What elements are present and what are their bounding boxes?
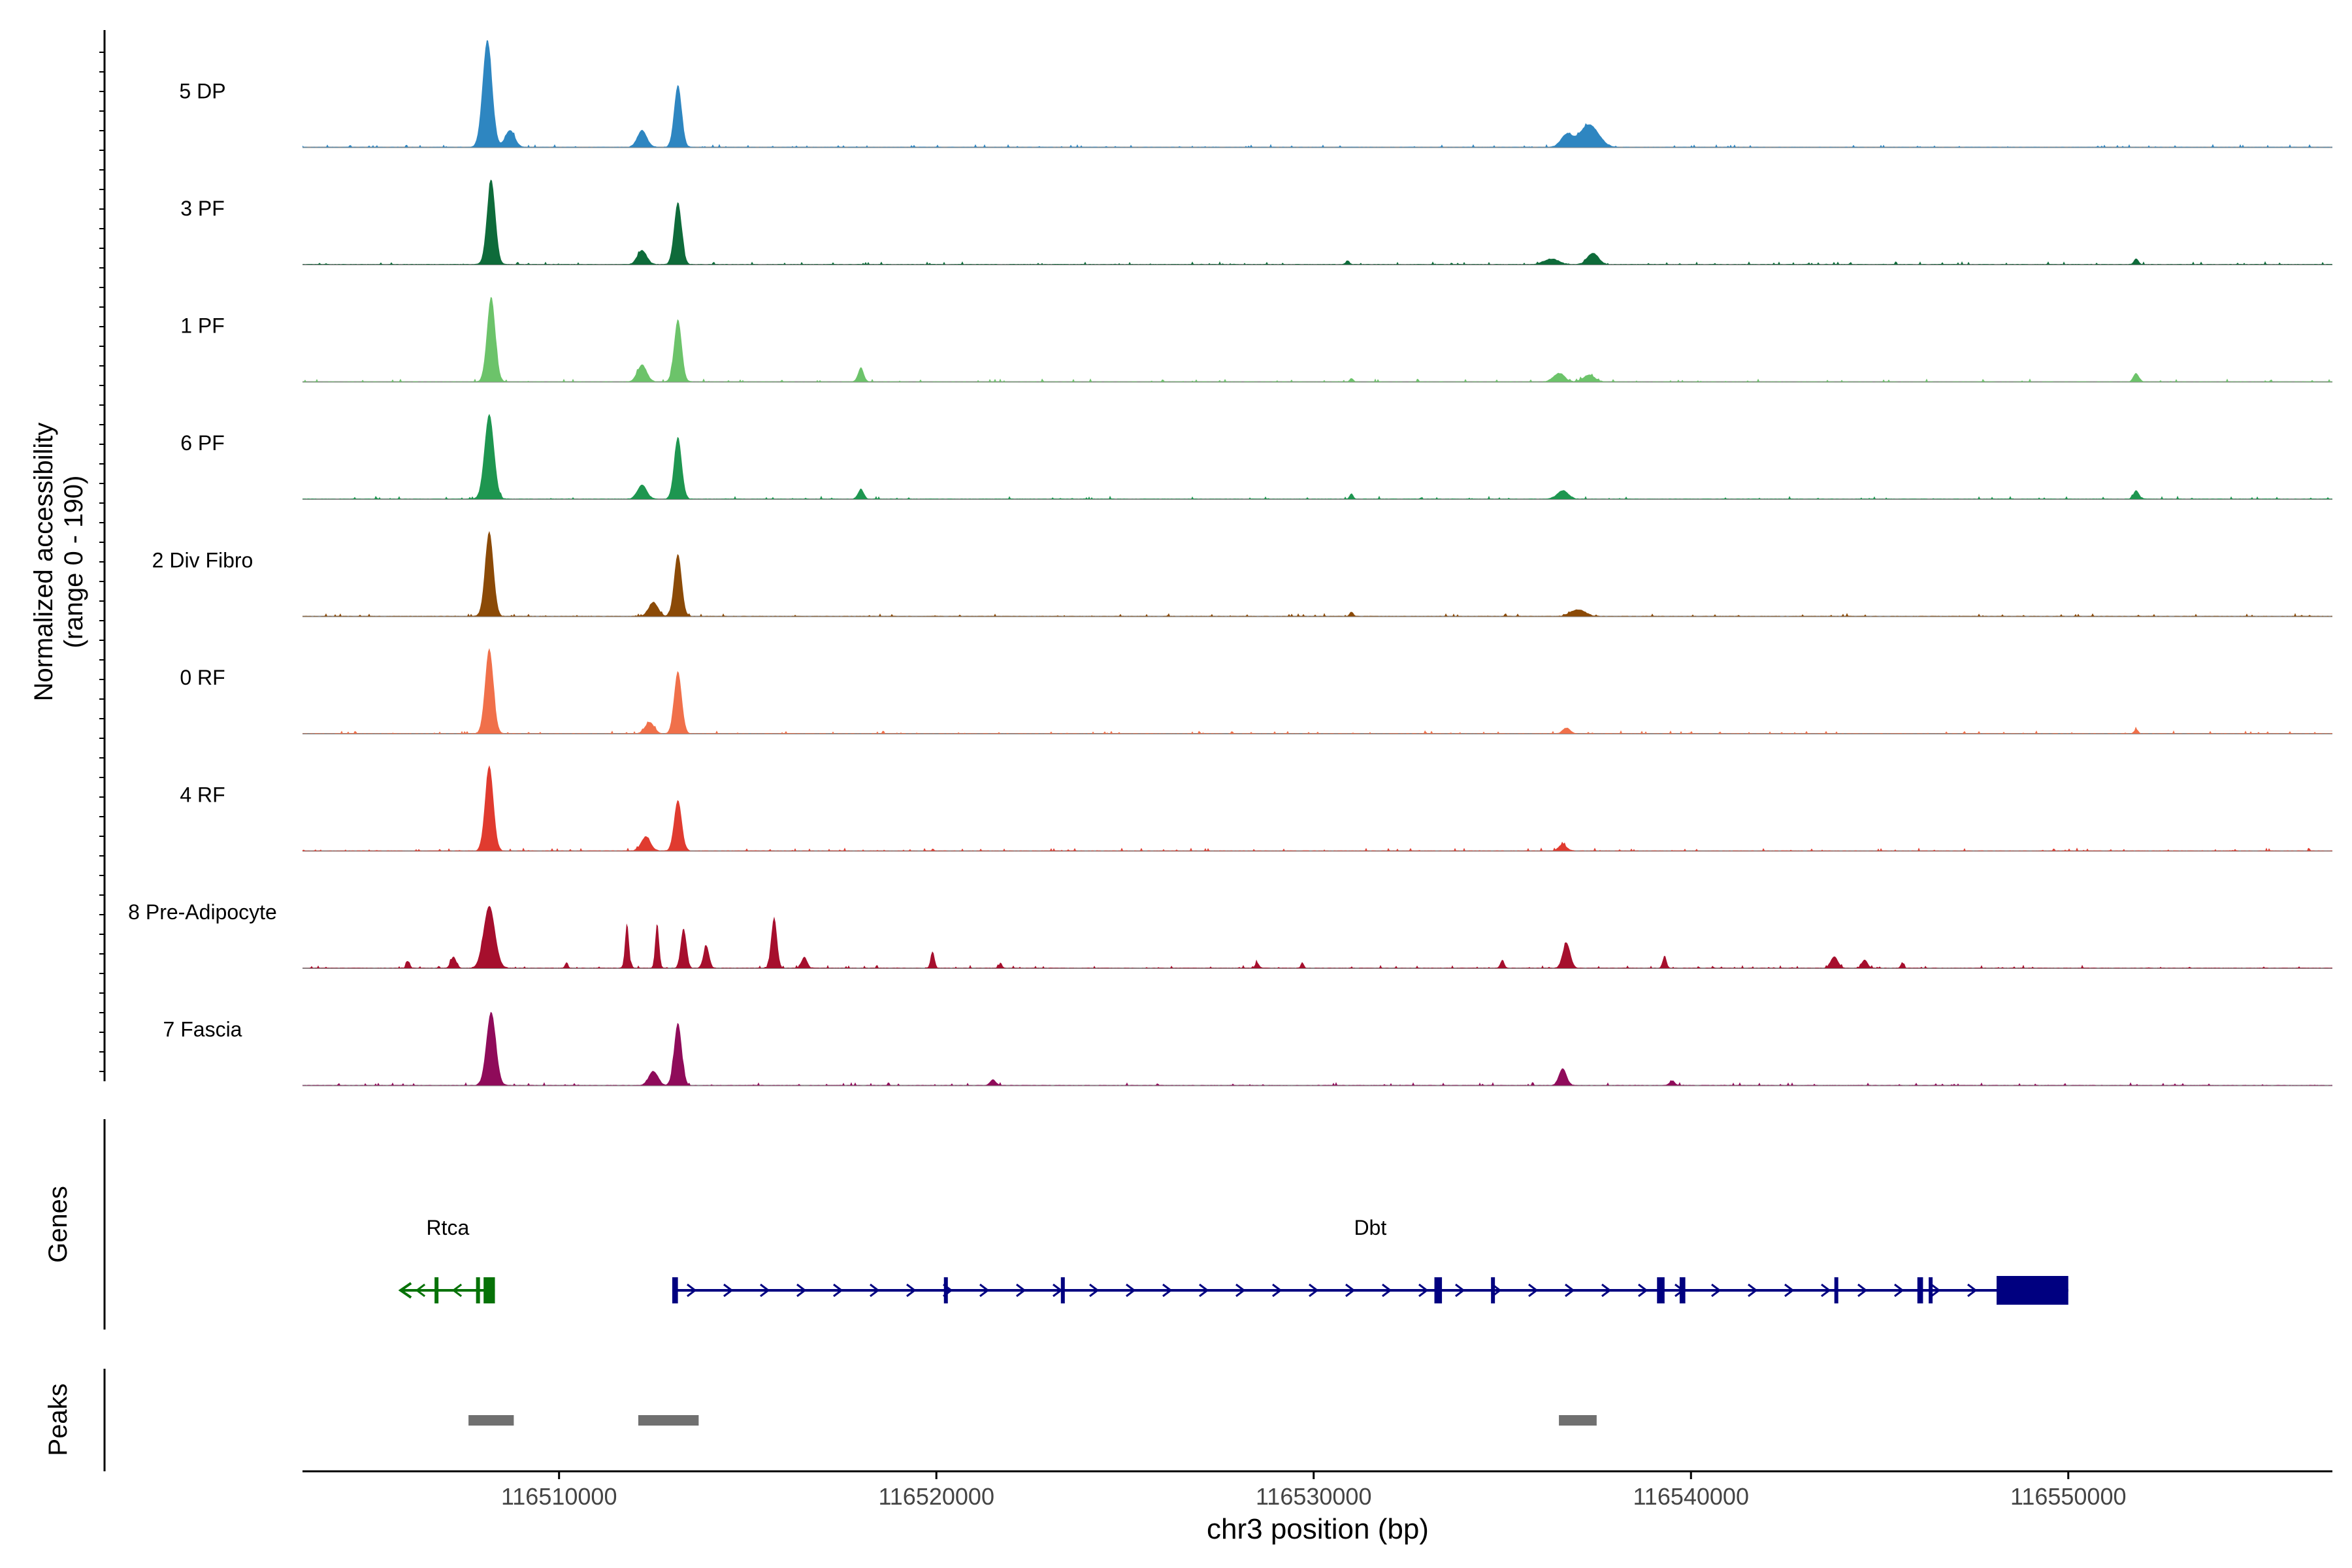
track-label: 6 PF: [180, 431, 225, 455]
strand-arrow: [1309, 1283, 1319, 1298]
peak-regions: [468, 1415, 1597, 1426]
strand-arrow: [1601, 1283, 1612, 1298]
y-axis-title-line2: (range 0 - 190): [59, 476, 88, 649]
strand-arrow: [1089, 1283, 1100, 1298]
gene-exon: [1834, 1277, 1838, 1303]
strand-arrow: [979, 1283, 990, 1298]
y-axis-title-line1: Normalized accessibility: [29, 423, 58, 702]
strand-arrow: [1235, 1283, 1246, 1298]
gene-exon: [1997, 1276, 2068, 1305]
strand-arrow: [1821, 1283, 1831, 1298]
strand-arrow: [687, 1283, 697, 1298]
strand-arrow: [1345, 1283, 1356, 1298]
strand-arrow: [1857, 1283, 1868, 1298]
strand-arrow: [1418, 1283, 1429, 1298]
peaks-panel-label: Peaks: [44, 1383, 73, 1456]
track-1-pf: 1 PF: [180, 297, 2332, 383]
strand-arrow: [415, 1283, 426, 1298]
x-tick-label: 116540000: [1633, 1483, 1749, 1510]
strand-arrow: [1382, 1283, 1392, 1298]
track-label: 7 Fascia: [163, 1018, 242, 1041]
track-7-fascia: 7 Fascia: [163, 1011, 2332, 1086]
strand-arrow: [1894, 1283, 1904, 1298]
x-tick-label: 116520000: [878, 1483, 994, 1510]
strand-arrow: [796, 1283, 807, 1298]
x-tick-label: 116550000: [2010, 1483, 2127, 1510]
strand-arrow: [1565, 1283, 1575, 1298]
strand-arrow: [1528, 1283, 1539, 1298]
gene-dbt: Dbt: [672, 1216, 2068, 1305]
strand-arrow: [1748, 1283, 1758, 1298]
track-label: 3 PF: [180, 197, 225, 220]
x-tick-label: 116510000: [501, 1483, 617, 1510]
y-axis-title: Normalized accessibility (range 0 - 190): [29, 423, 88, 702]
gene-exon: [1929, 1277, 1933, 1303]
strand-arrow: [1638, 1283, 1648, 1298]
gene-exon: [672, 1277, 678, 1303]
gene-exon: [483, 1277, 495, 1303]
track-0-rf: 0 RF: [180, 648, 2332, 734]
strand-arrow: [1931, 1283, 1941, 1298]
strand-arrow: [1967, 1283, 1978, 1298]
gene-exon: [1434, 1277, 1443, 1303]
gene-exon: [943, 1277, 948, 1303]
gene-label: Dbt: [1354, 1216, 1386, 1239]
track-2-div-fibro: 2 Div Fibro: [152, 531, 2332, 617]
gene-exon: [1679, 1277, 1686, 1303]
gene-rtca: Rtca: [398, 1216, 495, 1303]
track-8-pre-adipocyte: 8 Pre-Adipocyte: [128, 900, 2332, 969]
strand-arrow: [1126, 1283, 1136, 1298]
strand-arrow: [1272, 1283, 1282, 1298]
gene-label: Rtca: [426, 1216, 469, 1239]
track-3-pf: 3 PF: [180, 179, 2332, 265]
track-label: 8 Pre-Adipocyte: [128, 900, 277, 924]
x-axis-title: chr3 position (bp): [1207, 1513, 1429, 1545]
peak-region: [468, 1415, 514, 1426]
peak-region: [1559, 1415, 1597, 1426]
gene-exon: [1491, 1277, 1495, 1303]
gene-exon: [1657, 1277, 1665, 1303]
track-6-pf: 6 PF: [180, 414, 2332, 500]
track-5-dp: 5 DP: [179, 40, 2332, 148]
strand-arrow: [1711, 1283, 1722, 1298]
strand-arrow: [906, 1283, 917, 1298]
gene-exon: [434, 1277, 439, 1303]
track-coverage-area: [302, 40, 2332, 148]
strand-arrow: [723, 1283, 734, 1298]
gene-exon: [1917, 1277, 1923, 1303]
strand-arrow-end: [398, 1282, 412, 1299]
strand-arrow: [1455, 1283, 1465, 1298]
strand-arrow: [451, 1283, 463, 1298]
strand-arrow: [870, 1283, 880, 1298]
coverage-tracks: 5 DP 3 PF 1 PF 6 PF 2 Div Fibro 0 RF 4 RF 8 Pre…: [128, 40, 2332, 1086]
track-label: 5 DP: [179, 80, 225, 103]
track-label: 2 Div Fibro: [152, 549, 253, 572]
track-4-rf: 4 RF: [180, 765, 2332, 852]
peak-region: [638, 1415, 699, 1426]
track-label: 0 RF: [180, 666, 225, 689]
strand-arrow: [1016, 1283, 1026, 1298]
strand-arrow: [1199, 1283, 1209, 1298]
strand-arrow: [1162, 1283, 1173, 1298]
strand-arrow: [1784, 1283, 1795, 1298]
x-axis-ticks: 116510000 116520000 116530000 116540000 1165…: [501, 1471, 2127, 1510]
x-tick-label: 116530000: [1256, 1483, 1372, 1510]
coverage-y-ticks: [99, 52, 105, 1072]
gene-exon: [1060, 1277, 1065, 1303]
gene-annotations: Rtca Dbt: [398, 1216, 2068, 1305]
genes-panel-label: Genes: [44, 1186, 73, 1263]
track-label: 1 PF: [180, 314, 225, 338]
gene-exon: [476, 1277, 480, 1303]
strand-arrow: [760, 1283, 770, 1298]
strand-arrow: [833, 1283, 843, 1298]
track-label: 4 RF: [180, 783, 225, 807]
